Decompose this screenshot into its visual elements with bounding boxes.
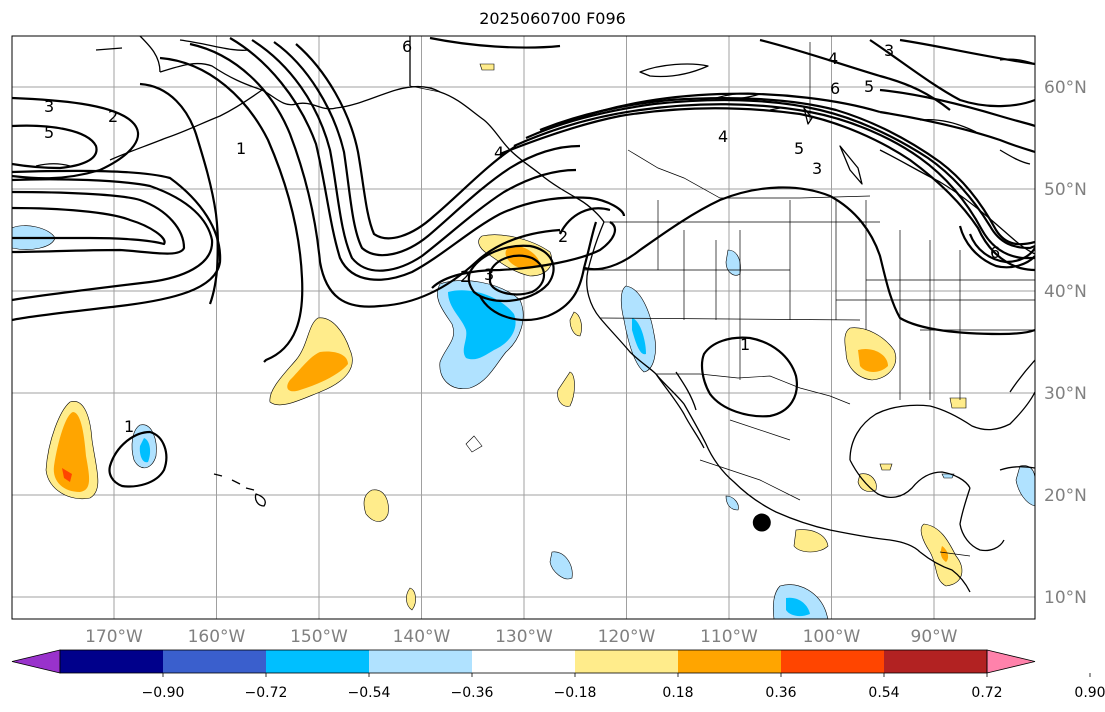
contour-label: 3	[812, 159, 822, 178]
contour-label: 2	[558, 227, 568, 246]
contour-label: 2	[460, 267, 470, 286]
map-title: 2025060700 F096	[479, 9, 626, 28]
colorbar-outline	[59, 649, 988, 674]
latitude-label: 40°N	[1044, 282, 1087, 302]
positive-anomaly-region	[505, 245, 540, 270]
longitude-label: 90°W	[911, 627, 958, 647]
negative-anomaly-region	[465, 435, 483, 453]
colorbar-segment	[369, 650, 473, 673]
colorbar-segment	[266, 650, 370, 673]
positive-anomaly-region	[857, 473, 877, 492]
negative-anomaly-region	[786, 597, 810, 617]
colorbar-extend-min	[11, 649, 61, 674]
longitude-label: 170°W	[85, 627, 143, 647]
contour-label: 4	[828, 49, 838, 68]
contour-label: 2	[108, 107, 118, 126]
contour-label: 6	[990, 243, 1000, 262]
longitude-label: 130°W	[495, 627, 553, 647]
longitude-label: 160°W	[188, 627, 246, 647]
anomaly-shading	[12, 63, 1035, 619]
contour-labels: 3 5 2 1 6 4 2 3 2 4 5 3 4 6 5 3 6 1 1	[44, 37, 1000, 436]
coastlines	[35, 36, 1035, 593]
colorbar-tick-label: −0.90	[142, 685, 185, 701]
colorbar-tick-label: 0.36	[765, 685, 796, 701]
positive-anomaly-region	[858, 348, 888, 372]
positive-anomaly-region	[363, 489, 389, 522]
latitude-label: 10°N	[1044, 588, 1087, 608]
negative-anomaly-region	[632, 318, 646, 355]
us-west-coastline	[586, 221, 921, 553]
contour-label: 1	[124, 417, 134, 436]
longitude-label: 120°W	[598, 627, 656, 647]
colorbar-extend-max	[986, 649, 1036, 674]
longitude-label: 140°W	[393, 627, 451, 647]
positive-anomaly-region	[879, 463, 893, 471]
latitude-label: 60°N	[1044, 78, 1087, 98]
positive-anomaly-region	[62, 468, 72, 482]
colorbar-segment	[472, 650, 576, 673]
colorbar-segment	[163, 650, 267, 673]
longitude-label: 110°W	[700, 627, 758, 647]
contour-label: 5	[44, 123, 54, 142]
colorbar-tick-label: −0.54	[348, 685, 391, 701]
colorbar-tick-label: 0.72	[971, 685, 1002, 701]
map-frame	[11, 35, 1036, 620]
positive-anomaly-region	[569, 311, 582, 337]
positive-anomaly-region	[406, 587, 416, 611]
colorbar-tick-label: 0.90	[1074, 685, 1105, 701]
negative-anomaly-region	[139, 438, 151, 463]
contour-label: 4	[718, 127, 728, 146]
positive-anomaly-region	[53, 412, 90, 492]
positive-anomaly-region	[557, 371, 575, 407]
latitude-label: 50°N	[1044, 180, 1087, 200]
contour-label: 6	[830, 79, 840, 98]
latitude-label: 30°N	[1044, 384, 1087, 404]
contour-label: 3	[884, 41, 894, 60]
contour-label: 1	[740, 335, 750, 354]
colorbar-segment	[60, 650, 164, 673]
latitude-labels: 10°N 20°N 30°N 40°N 50°N 60°N	[1044, 78, 1087, 608]
positive-anomaly-region	[940, 546, 949, 562]
colorbar-segment	[781, 650, 885, 673]
positive-anomaly-region	[479, 63, 495, 71]
latitude-label: 20°N	[1044, 486, 1087, 506]
contour-label: 6	[402, 37, 412, 56]
longitude-labels: 170°W 160°W 150°W 140°W 130°W 120°W 110°W 100°W…	[85, 627, 958, 647]
negative-anomaly-region	[725, 495, 739, 511]
negative-anomaly-region	[549, 551, 573, 580]
contour-label: 1	[236, 139, 246, 158]
contour-label: 3	[484, 265, 494, 284]
contour-label: 5	[864, 77, 874, 96]
negative-anomaly-region	[448, 290, 516, 360]
colorbar-tick-label: −0.18	[554, 685, 597, 701]
colorbar-tick-label: −0.72	[245, 685, 288, 701]
longitude-label: 100°W	[803, 627, 861, 647]
colorbar-segment	[575, 650, 679, 673]
positive-anomaly-region	[287, 351, 348, 392]
storm-center-marker	[752, 513, 771, 532]
contour-label: 4	[494, 143, 504, 162]
colorbar-segment	[884, 650, 988, 673]
colorbar-segment	[678, 650, 782, 673]
colorbar-tick-labels: −0.90 −0.72 −0.54 −0.36 −0.18 0.18 0.36 0.54 0.7…	[142, 673, 1105, 701]
contour-label: 5	[794, 139, 804, 158]
colorbar-tick-label: −0.36	[451, 685, 494, 701]
colorbar-tick-label: 0.18	[662, 685, 693, 701]
longitude-label: 150°W	[290, 627, 348, 647]
contour-lines	[12, 36, 1035, 488]
political-borders	[409, 36, 1035, 557]
colorbar	[11, 649, 1036, 674]
positive-anomaly-region	[949, 397, 967, 409]
contour-label: 3	[44, 97, 54, 116]
colorbar-tick-label: 0.54	[868, 685, 899, 701]
map-plot-area: 3 5 2 1 6 4 2 3 2 4 5 3 4 6 5 3 6 1 1	[12, 36, 1035, 619]
gulf-coastline	[849, 391, 1035, 461]
positive-anomaly-region	[793, 529, 829, 553]
alaska-coastline	[159, 62, 605, 223]
